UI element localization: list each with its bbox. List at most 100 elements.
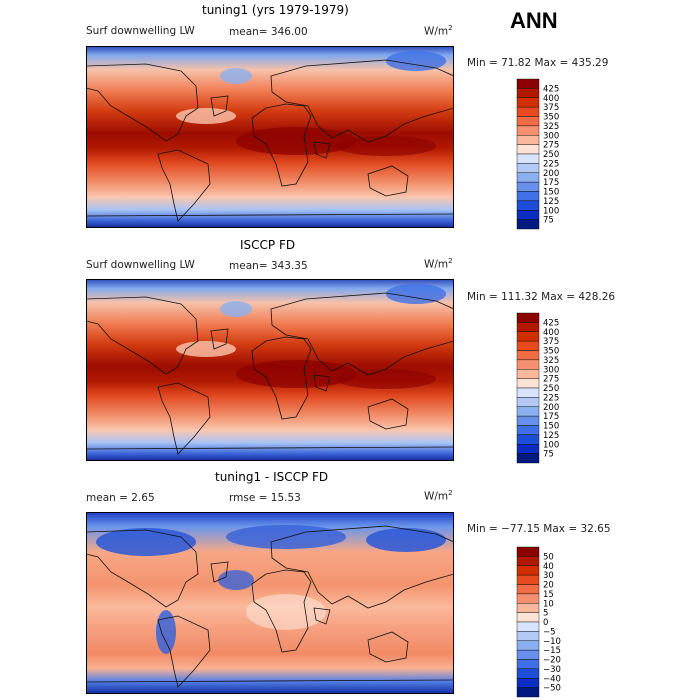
colorbar-tick-label: 125 — [543, 197, 559, 207]
field-anomaly — [386, 284, 446, 304]
colorbar-tick-label: 225 — [543, 393, 559, 403]
colorbar-swatch — [516, 181, 540, 192]
field-anomaly — [366, 528, 446, 552]
panel-2-title: ISCCP FD — [240, 238, 296, 252]
colorbar-swatch — [516, 191, 540, 202]
field-anomaly — [226, 525, 346, 549]
colorbar-swatch — [516, 668, 540, 679]
colorbar-swatch — [516, 397, 540, 407]
colorbar-tick-label: 200 — [543, 403, 559, 413]
panel-1-map — [86, 46, 454, 228]
colorbar-tick-label: 200 — [543, 169, 559, 179]
field-anomaly — [176, 108, 236, 124]
colorbar-tick-label: 400 — [543, 328, 559, 338]
colorbar-tick-label: 425 — [543, 318, 559, 328]
colorbar-swatch — [516, 687, 540, 698]
colorbar-swatch — [516, 434, 540, 445]
panel-3-rmse: rmse = 15.53 — [229, 492, 301, 504]
field-anomaly — [246, 594, 326, 630]
panel-3-units: W/m2 — [424, 489, 453, 503]
colorbar-swatch — [516, 631, 540, 641]
colorbar-swatch — [516, 322, 540, 332]
colorbar-tick-label: 175 — [543, 412, 559, 422]
colorbar-tick-label: −20 — [543, 656, 561, 666]
colorbar-swatch — [516, 546, 540, 557]
colorbar-swatch — [516, 621, 540, 632]
colorbar-tick-label: 325 — [543, 356, 559, 366]
colorbar-swatch — [516, 406, 540, 417]
field-anomaly — [386, 51, 446, 71]
coastline — [270, 59, 454, 143]
coastline — [251, 336, 312, 420]
colorbar-swatch — [516, 640, 540, 651]
colorbar-swatch — [516, 425, 540, 436]
panel-1-colorbar: 4254003753503253002752502252001751501251… — [516, 78, 559, 230]
colorbar-swatch — [516, 603, 540, 613]
colorbar-tick-label: 0 — [543, 618, 548, 628]
colorbar-tick-label: 350 — [543, 347, 559, 357]
colorbar-swatch — [516, 678, 540, 688]
coastline — [210, 561, 229, 583]
colorbar-tick-label: −30 — [543, 665, 561, 675]
field-anomaly — [236, 360, 356, 388]
colorbar-swatch — [516, 200, 540, 211]
panel-2-colorbar: 4254003753503253002752502252001751501251… — [516, 312, 559, 464]
colorbar-swatch — [516, 97, 540, 108]
coastline — [86, 446, 454, 450]
colorbar-swatch — [516, 556, 540, 566]
coastline — [313, 607, 331, 625]
colorbar-swatch — [516, 453, 540, 464]
colorbar-tick-label: −50 — [543, 684, 561, 694]
colorbar-swatch — [516, 210, 540, 220]
colorbar-swatch — [516, 144, 540, 155]
colorbar-tick-label: 75 — [543, 450, 554, 460]
colorbar-tick-label: 225 — [543, 159, 559, 169]
colorbar-tick-label: 300 — [543, 131, 559, 141]
colorbar-swatch — [516, 163, 540, 173]
colorbar-swatch — [516, 331, 540, 342]
colorbar-tick-label: −15 — [543, 646, 561, 656]
colorbar-swatch — [516, 369, 540, 379]
colorbar-swatch — [516, 565, 540, 576]
coastline — [157, 615, 211, 688]
coastline — [313, 141, 331, 159]
colorbar-swatch — [516, 135, 540, 145]
season-label: ANN — [510, 8, 558, 33]
colorbar-swatch — [516, 378, 540, 389]
map-frame — [86, 279, 454, 461]
field-anomaly — [218, 570, 254, 590]
colorbar-tick-label: 5 — [543, 609, 548, 619]
colorbar-tick-label: 40 — [543, 562, 554, 572]
colorbar-tick-label: 20 — [543, 581, 554, 591]
field-anomaly — [336, 369, 436, 389]
colorbar-tick-label: 10 — [543, 599, 554, 609]
colorbar-tick-label: 400 — [543, 94, 559, 104]
coastline — [157, 382, 211, 455]
colorbar-swatch — [516, 219, 540, 230]
coastline — [367, 398, 409, 430]
panel-2-map — [86, 279, 454, 461]
colorbar-tick-label: 375 — [543, 103, 559, 113]
map-frame — [86, 46, 454, 228]
panel-2-variable: Surf downwelling LW — [86, 259, 195, 271]
map-frame — [86, 512, 454, 694]
colorbar-swatch — [516, 593, 540, 604]
field-anomaly — [336, 136, 436, 156]
panel-1-variable: Surf downwelling LW — [86, 25, 195, 37]
coastline — [157, 149, 211, 222]
colorbar-tick-label: 125 — [543, 431, 559, 441]
coastline — [251, 103, 312, 187]
panel-2-mean: mean= 343.35 — [229, 260, 308, 272]
colorbar-tick-label: 15 — [543, 590, 554, 600]
coastline — [270, 292, 454, 376]
colorbar-tick-label: 250 — [543, 384, 559, 394]
panel-3-mean: mean = 2.65 — [86, 492, 155, 504]
colorbar-tick-label: 425 — [543, 84, 559, 94]
coastline — [86, 213, 454, 217]
coastline — [86, 679, 454, 683]
colorbar-swatch — [516, 574, 540, 585]
colorbar-swatch — [516, 444, 540, 454]
coastline — [210, 328, 229, 350]
colorbar-swatch — [516, 612, 540, 623]
